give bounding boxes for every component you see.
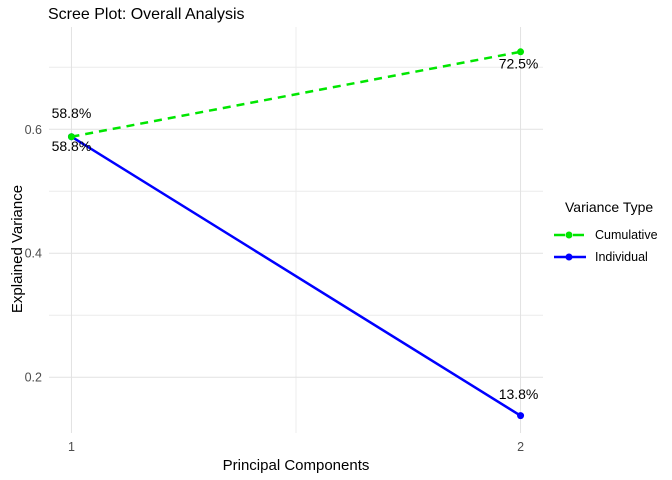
legend-item-individual: Individual: [553, 246, 658, 268]
data-label-cumulative-2: 72.5%: [499, 55, 539, 71]
x-tick-label: 2: [517, 440, 524, 454]
legend-items: Cumulative Individual: [553, 224, 658, 268]
legend-key-individual-icon: [554, 253, 586, 261]
data-point-individual-2: [517, 412, 525, 420]
legend: Variance Type Cumulative Individual: [553, 199, 658, 268]
legend-item-cumulative: Cumulative: [553, 224, 658, 246]
y-tick-label: 0.2: [25, 371, 42, 385]
data-label-individual-2: 13.8%: [499, 386, 539, 402]
series-line-individual: [70, 135, 522, 417]
x-tick-label: 1: [68, 440, 75, 454]
series-line-cumulative: [71, 50, 521, 138]
legend-label: Individual: [595, 250, 648, 264]
data-label-cumulative-1: 58.8%: [52, 105, 92, 121]
data-label-individual-1: 58.8%: [52, 138, 92, 154]
legend-key-cumulative-icon: [554, 231, 586, 239]
y-tick-label: 0.6: [25, 123, 42, 137]
legend-title: Variance Type: [565, 199, 654, 215]
data-point-cumulative-1: [67, 133, 75, 141]
y-axis-title: Explained Variance: [9, 184, 26, 314]
data-point-cumulative-2: [517, 48, 525, 56]
plot-title: Scree Plot: Overall Analysis: [48, 6, 245, 23]
x-axis-title: Principal Components: [222, 457, 370, 474]
y-tick-label: 0.4: [25, 247, 42, 261]
legend-label: Cumulative: [595, 228, 658, 242]
